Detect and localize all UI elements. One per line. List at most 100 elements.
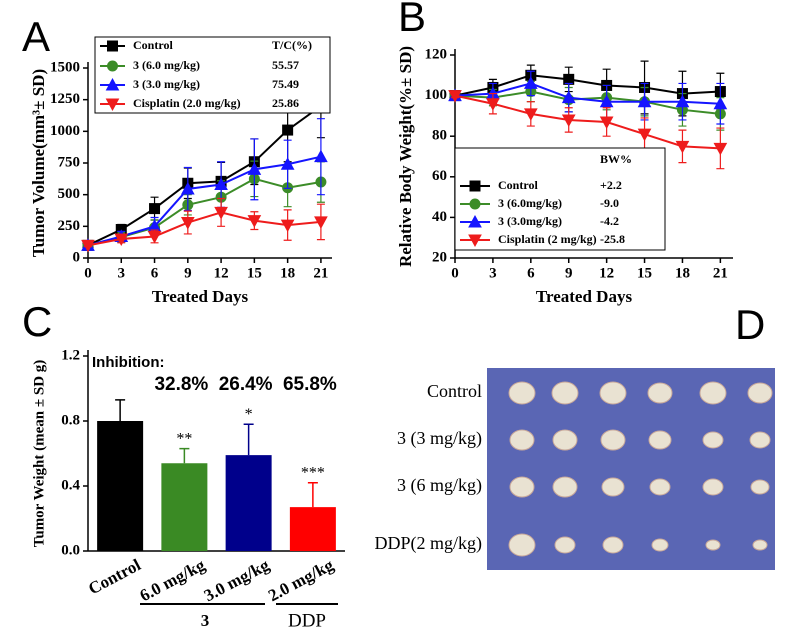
x-tick-label: 9: [565, 265, 573, 281]
bar: [225, 455, 272, 551]
group-label: 3: [201, 611, 210, 630]
marker: [599, 116, 614, 130]
tumor: [509, 429, 535, 451]
tumor: [647, 382, 673, 404]
legend-value: 55.57: [272, 58, 299, 72]
tumor: [649, 478, 671, 496]
tumor: [600, 429, 626, 451]
significance: *: [245, 406, 253, 423]
marker: [468, 234, 482, 248]
x-tick-label: 6.0 mg/kg: [137, 555, 209, 605]
marker: [149, 203, 161, 215]
inhibition-value: 65.8%: [283, 374, 337, 395]
x-tick-label: 18: [280, 265, 295, 281]
marker: [675, 94, 690, 108]
series-line: [454, 90, 721, 115]
y-tick-label: 20: [432, 249, 447, 265]
marker: [180, 181, 195, 195]
photo-row-label: Control: [427, 381, 482, 401]
error-bar: [307, 482, 318, 508]
y-tick-label: 120: [425, 46, 448, 62]
marker: [180, 217, 195, 230]
bar: [161, 463, 208, 551]
marker: [107, 60, 118, 72]
tumor: [508, 381, 536, 405]
y-tick-label: 1250: [50, 91, 80, 107]
legend-title: T/C(%): [272, 38, 312, 52]
legend-value: +2.2: [600, 178, 622, 192]
marker: [637, 128, 652, 142]
marker: [114, 233, 129, 247]
marker: [247, 162, 262, 175]
significance: ***: [301, 464, 325, 481]
x-tick-label: 15: [247, 265, 262, 281]
marker: [282, 124, 294, 136]
y-tick-label: 750: [58, 154, 81, 170]
photo-row-label: 3 (6 mg/kg): [397, 475, 482, 496]
error-bar: [179, 447, 190, 464]
tumor: [509, 476, 535, 498]
x-tick-label: 0: [84, 265, 92, 281]
marker: [675, 140, 690, 154]
tumor: [648, 430, 672, 450]
series-line: [87, 105, 322, 247]
error-bar: [243, 423, 254, 456]
marker: [523, 76, 538, 89]
tumor: [554, 536, 576, 554]
inhibition-value: 32.8%: [154, 374, 208, 395]
bar: [289, 507, 336, 551]
y-tick-label: 1000: [50, 123, 80, 139]
series-line: [454, 94, 721, 150]
legend-label: Cisplatin (2 mg/kg): [498, 232, 597, 246]
significance: **: [176, 430, 192, 447]
legend-value: 75.49: [272, 77, 299, 91]
tumor: [705, 539, 721, 551]
marker: [469, 198, 481, 210]
y-tick-label: 40: [432, 209, 447, 225]
y-axis-label: Tumor Weight (mean ± SD g): [31, 360, 47, 548]
x-tick-label: 0: [451, 265, 459, 281]
y-tick-label: 60: [432, 168, 447, 184]
panel-label: C: [22, 298, 52, 345]
tumor: [702, 478, 724, 496]
tumor: [747, 382, 773, 404]
marker: [247, 215, 262, 228]
y-tick-label: 250: [58, 218, 81, 234]
x-tick-label: 2.0 mg/kg: [265, 555, 337, 605]
y-tick-label: 80: [432, 128, 447, 144]
x-tick-label: 3: [118, 265, 126, 281]
tumor: [750, 479, 770, 495]
tumor: [749, 431, 771, 449]
marker: [147, 230, 162, 244]
y-tick-label: 0.4: [61, 477, 80, 493]
marker: [561, 90, 576, 104]
marker: [105, 77, 120, 91]
tumor: [601, 477, 625, 497]
tumor: [552, 429, 578, 451]
x-tick-label: 3: [489, 265, 497, 281]
marker: [561, 114, 576, 128]
tumor: [599, 381, 627, 405]
y-tick-label: 500: [58, 186, 81, 202]
marker: [469, 180, 481, 192]
legend-label: Cisplatin (2.0 mg/kg): [133, 96, 241, 110]
marker: [486, 98, 500, 111]
panel-label: A: [22, 13, 50, 60]
legend-value: -4.2: [600, 214, 619, 228]
x-axis-label: Treated Days: [152, 287, 249, 306]
y-tick-label: 0: [73, 249, 81, 265]
legend-label: Control: [133, 38, 173, 52]
tumor-photo: [487, 368, 775, 570]
inhibition-title: Inhibition:: [92, 354, 164, 371]
legend-label: 3 (6.0 mg/kg): [133, 58, 200, 72]
marker: [314, 216, 328, 229]
marker: [523, 108, 538, 121]
x-tick-label: Control: [85, 555, 144, 598]
tumor: [752, 539, 768, 551]
marker: [468, 214, 482, 228]
x-tick-label: 12: [599, 265, 614, 281]
marker: [713, 96, 728, 110]
marker: [280, 219, 295, 233]
tumors: [508, 381, 773, 557]
